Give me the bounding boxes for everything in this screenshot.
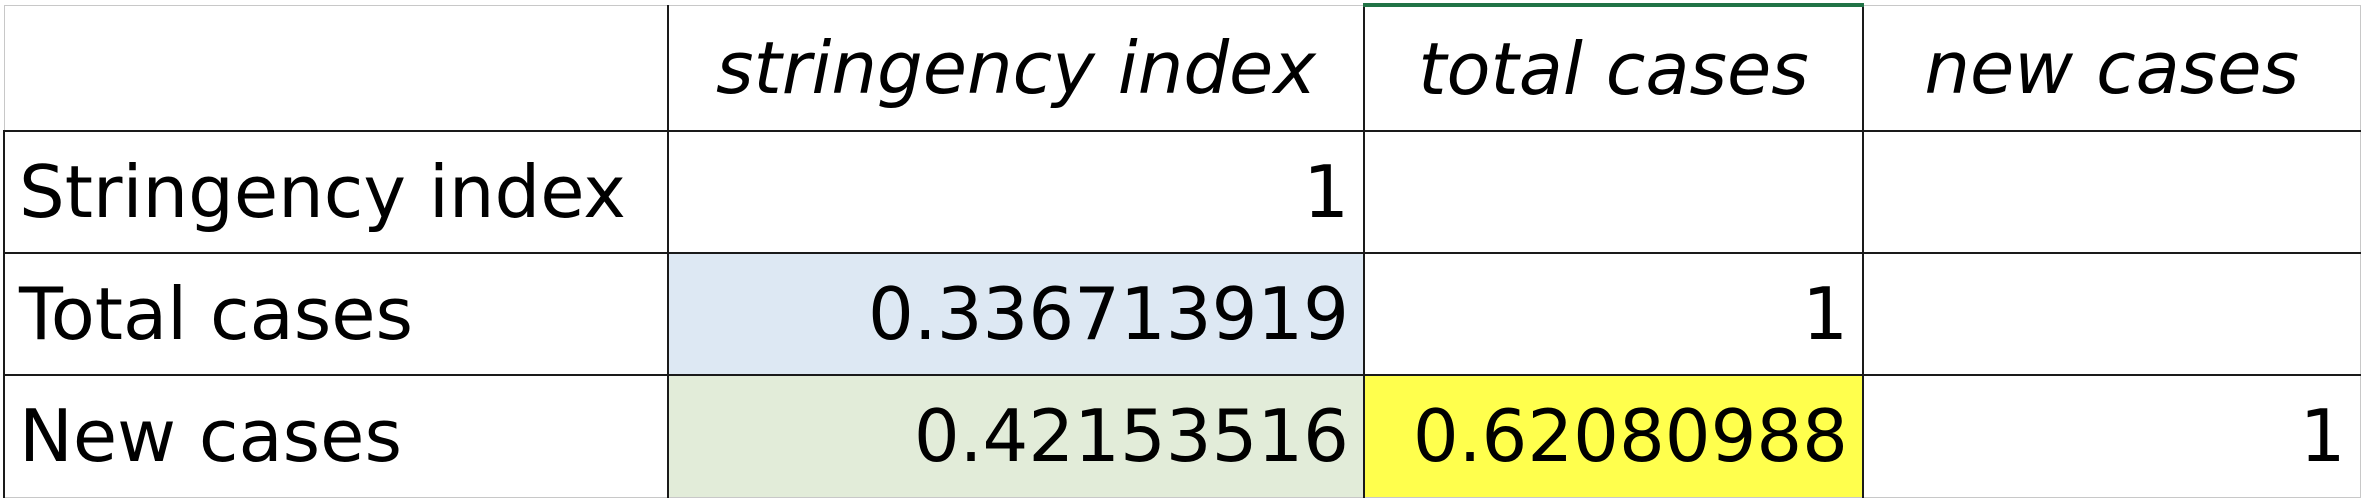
header-row: stringency index total cases new cases: [3, 3, 2361, 132]
header-cell-stringency-index[interactable]: stringency index: [667, 4, 1365, 132]
table-row: Stringency index 1: [3, 130, 2361, 254]
table-row: New cases 0.42153516 0.62080988 1: [3, 374, 2361, 498]
cell-stringency-stringency[interactable]: 1: [667, 130, 1365, 254]
cell-new-total[interactable]: 0.62080988: [1363, 374, 1864, 498]
cell-total-stringency[interactable]: 0.336713919: [667, 252, 1365, 376]
correlation-table: stringency index total cases new cases S…: [3, 3, 2361, 498]
corner-cell[interactable]: [3, 4, 669, 132]
cell-new-new[interactable]: 1: [1862, 374, 2361, 498]
header-cell-new-cases[interactable]: new cases: [1862, 4, 2361, 132]
cell-stringency-new[interactable]: [1862, 130, 2361, 254]
cell-total-total[interactable]: 1: [1363, 252, 1864, 376]
row-label-stringency-index[interactable]: Stringency index: [3, 130, 669, 254]
cell-new-stringency[interactable]: 0.42153516: [667, 374, 1365, 498]
row-label-new-cases[interactable]: New cases: [3, 374, 669, 498]
cell-total-new[interactable]: [1862, 252, 2361, 376]
row-label-total-cases[interactable]: Total cases: [3, 252, 669, 376]
header-cell-total-cases[interactable]: total cases: [1363, 3, 1864, 132]
cell-stringency-total[interactable]: [1363, 130, 1864, 254]
table-row: Total cases 0.336713919 1: [3, 252, 2361, 376]
